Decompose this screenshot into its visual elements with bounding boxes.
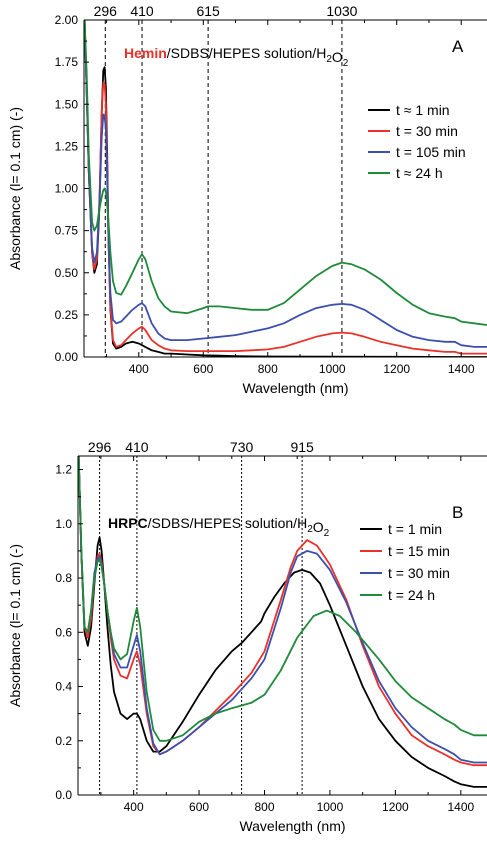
y-tick-label: 2.00 — [55, 13, 79, 27]
chart-title: HRPC/SDBS/HEPES solution/H2O2 — [108, 515, 330, 539]
reference-line-label: 730 — [230, 439, 254, 455]
chart-title-part: HRPC — [108, 515, 148, 531]
series-line — [84, 20, 487, 326]
chart-title-part: /SDBS/HEPES solution/H — [148, 515, 308, 531]
x-tick-label: 800 — [258, 362, 278, 376]
series-line — [78, 456, 487, 764]
x-tick-label: 400 — [124, 800, 144, 814]
series-group — [78, 456, 487, 788]
reference-line-label: 915 — [290, 439, 314, 455]
chart-title: Hemin/SDBS/HEPES solution/H2O2 — [124, 45, 349, 69]
panel-a: 296 410 615 1030 400 600 800 1000 1200 1400 0.00 0.… — [7, 3, 487, 396]
x-tick-label: 600 — [189, 800, 209, 814]
legend-label: t ≈ 1 min — [396, 102, 450, 118]
y-tick-label: 1.0 — [55, 517, 72, 531]
x-tick-label: 1400 — [447, 800, 474, 814]
panel-letter: B — [452, 503, 463, 522]
y-tick-label: 0.2 — [55, 734, 72, 748]
y-tick-label: 0.50 — [55, 266, 79, 280]
x-tick-label: 800 — [254, 800, 274, 814]
chart-title-part: O — [313, 519, 324, 535]
reference-line-label: 296 — [94, 3, 118, 19]
y-axis-title: Absorbance (l= 0.1 cm) (-) — [7, 544, 23, 707]
legend-label: t = 1 min — [388, 521, 442, 537]
x-axis-title: Wavelength (nm) — [242, 380, 348, 396]
x-tick-label: 1400 — [448, 362, 475, 376]
x-tick-label: 1200 — [382, 800, 409, 814]
reference-line-label: 410 — [125, 439, 149, 455]
legend-label: t = 24 h — [388, 587, 435, 603]
legend-label: t = 30 min — [388, 565, 450, 581]
chart-title-part: O — [332, 49, 343, 65]
reference-line-label: 615 — [196, 3, 220, 19]
y-tick-label: 0.0 — [55, 788, 72, 802]
chart-title-part: 2 — [324, 528, 330, 539]
legend-label: t = 15 min — [388, 543, 450, 559]
y-tick-label: 1.2 — [55, 463, 72, 477]
series-line — [84, 20, 487, 355]
y-tick-label: 0.00 — [55, 350, 79, 364]
y-tick-label: 0.8 — [55, 571, 72, 585]
legend-label: t = 30 min — [396, 123, 458, 139]
legend: t ≈ 1 min t = 30 min t = 105 min t ≈ 24 h — [368, 102, 466, 181]
panel-letter: A — [452, 37, 464, 56]
legend-label: t = 105 min — [396, 144, 466, 160]
y-tick-label: 1.00 — [55, 182, 79, 196]
reference-line-label: 1030 — [326, 3, 357, 19]
y-tick-label: 1.75 — [55, 55, 79, 69]
x-tick-label: 1000 — [317, 800, 344, 814]
reference-line-label: 410 — [130, 3, 154, 19]
y-axis-title: Absorbance (l= 0.1 cm) (-) — [7, 107, 23, 270]
chart-title-part: 2 — [343, 58, 349, 69]
series-line — [78, 456, 487, 788]
reference-line-label: 296 — [88, 439, 112, 455]
series-line — [78, 456, 487, 742]
series-group — [84, 20, 487, 357]
y-tick-label: 0.75 — [55, 224, 79, 238]
chart-title-part: Hemin — [124, 45, 167, 61]
chart-title-part: /SDBS/HEPES solution/H — [167, 45, 327, 61]
series-line — [84, 20, 487, 348]
legend: t = 1 min t = 15 min t = 30 min t = 24 h — [360, 521, 450, 603]
x-tick-label: 1000 — [319, 362, 346, 376]
x-tick-label: 600 — [193, 362, 213, 376]
x-tick-label: 400 — [129, 362, 149, 376]
y-tick-label: 0.4 — [55, 680, 72, 694]
y-tick-label: 0.25 — [55, 308, 79, 322]
chart-title-part: 2 — [326, 54, 332, 65]
panel-b: 296 410 730 915 400 600 800 1000 1200 1400 0.0 0.2 0… — [7, 439, 487, 834]
x-axis-title: Wavelength (nm) — [239, 818, 345, 834]
y-tick-label: 1.25 — [55, 139, 79, 153]
legend-label: t ≈ 24 h — [396, 165, 443, 181]
x-tick-label: 1200 — [383, 362, 410, 376]
chart-title-part: 2 — [307, 524, 313, 535]
y-tick-label: 0.6 — [55, 625, 72, 639]
y-tick-label: 1.50 — [55, 97, 79, 111]
